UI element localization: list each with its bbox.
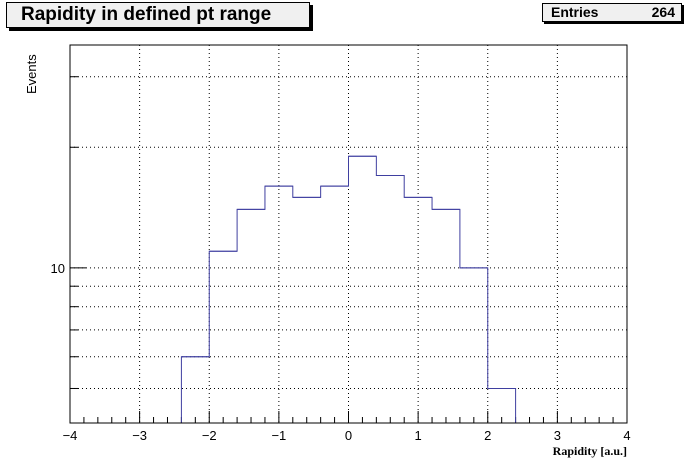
stats-box: Entries 264 (542, 3, 682, 22)
entries-value: 264 (651, 4, 675, 20)
histogram-outline (180, 155, 517, 423)
x-tick-label: −3 (132, 428, 147, 443)
x-tick-label: −4 (63, 428, 78, 443)
x-tick-label: 3 (554, 428, 561, 443)
histogram-series (180, 155, 517, 423)
entries-label: Entries (551, 4, 599, 20)
x-tick-label: 0 (345, 428, 352, 443)
x-tick-label: 1 (415, 428, 422, 443)
y-axis-title: Events (24, 54, 39, 94)
tick-labels: −4 −3 −2 −1 0 1 2 3 4 10 (51, 261, 631, 443)
x-tick-label: −2 (202, 428, 217, 443)
x-axis-title: Rapidity [a.u.] (553, 444, 627, 458)
plot-frame (69, 44, 628, 424)
y-tick-label: 10 (51, 261, 65, 276)
x-tick-label: 4 (623, 428, 630, 443)
axis-ticks (69, 76, 628, 423)
x-tick-label: −1 (271, 428, 286, 443)
chart-title: Rapidity in defined pt range (6, 2, 310, 28)
grid-lines (70, 45, 627, 423)
x-tick-label: 2 (484, 428, 491, 443)
